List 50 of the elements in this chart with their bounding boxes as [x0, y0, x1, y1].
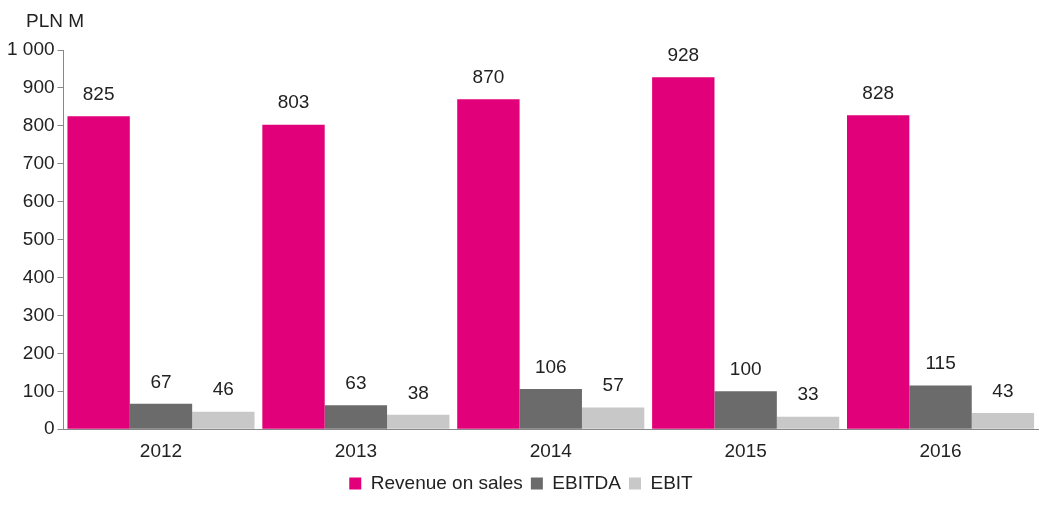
bar — [262, 124, 325, 429]
y-tick-label: 200 — [22, 341, 55, 363]
y-tick-label: 700 — [22, 151, 55, 173]
bar — [387, 414, 450, 429]
y-tick-label: 900 — [22, 76, 55, 98]
data-label: 825 — [82, 83, 115, 105]
bar — [457, 99, 520, 429]
y-axis-title: PLN M — [26, 9, 85, 31]
data-label: 115 — [925, 352, 956, 374]
legend-label: EBIT — [650, 471, 694, 493]
x-tick-label: 2013 — [334, 439, 378, 461]
bar — [519, 389, 582, 429]
bar — [714, 391, 777, 429]
data-label: 106 — [534, 355, 567, 377]
data-label: 46 — [212, 378, 234, 400]
x-tick-label: 2012 — [139, 439, 183, 461]
x-tick-label: 2014 — [529, 439, 573, 461]
y-tick-label: 500 — [22, 227, 55, 249]
bar — [909, 385, 972, 429]
bar — [129, 403, 193, 429]
bar — [67, 116, 130, 429]
data-label: 43 — [992, 379, 1014, 401]
bar — [581, 407, 645, 429]
legend-label: Revenue on sales — [370, 471, 523, 493]
data-label: 100 — [729, 358, 762, 380]
data-label: 63 — [345, 372, 367, 394]
data-label: 67 — [150, 370, 172, 392]
data-label: 828 — [862, 81, 895, 103]
bar — [847, 115, 910, 429]
x-tick-label: 2016 — [919, 439, 962, 461]
data-label: 57 — [602, 374, 624, 396]
y-tick-label: 800 — [22, 114, 55, 136]
bar — [971, 412, 1035, 429]
y-tick-label: 400 — [22, 265, 55, 287]
data-label: 803 — [277, 91, 310, 113]
data-label: 33 — [797, 383, 819, 405]
y-tick-label: 600 — [22, 189, 55, 211]
data-label: 38 — [407, 381, 429, 403]
bar — [652, 77, 715, 429]
legend-label: EBITDA — [552, 471, 622, 493]
y-tick-label: 1 000 — [7, 38, 55, 60]
y-tick-label: 300 — [22, 303, 55, 325]
data-label: 870 — [472, 66, 505, 88]
x-tick-label: 2015 — [724, 439, 767, 461]
y-tick-label: 0 — [43, 417, 55, 439]
bar — [192, 411, 255, 429]
data-label: 928 — [667, 44, 700, 66]
bar — [324, 405, 388, 429]
bar — [776, 416, 840, 429]
y-tick-label: 100 — [22, 379, 55, 401]
